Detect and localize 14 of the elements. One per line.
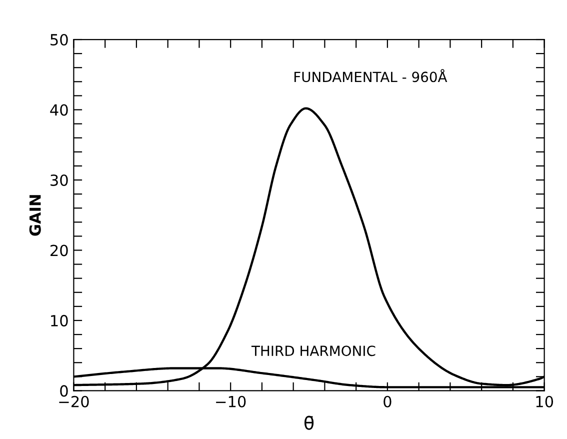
x-tick-label: −20 <box>59 396 89 408</box>
x-tick-label: 0 <box>384 396 392 408</box>
x-tick-label: 10 <box>536 396 554 408</box>
x-tick-label: −10 <box>216 396 246 408</box>
x-axis-title: θ̄ <box>304 416 314 430</box>
y-tick-label: 30 <box>50 174 68 186</box>
y-tick-label: 50 <box>50 34 68 46</box>
y-tick-label: 20 <box>50 244 68 256</box>
y-tick-label: 0 <box>60 385 68 397</box>
y-tick-label: 10 <box>51 314 68 326</box>
y-tick-label: 40 <box>50 104 68 116</box>
annotation: THIRD HARMONIC <box>251 346 376 356</box>
y-axis-title: GAIN <box>29 195 41 236</box>
annotation: FUNDAMENTAL - 960Å <box>294 69 448 82</box>
